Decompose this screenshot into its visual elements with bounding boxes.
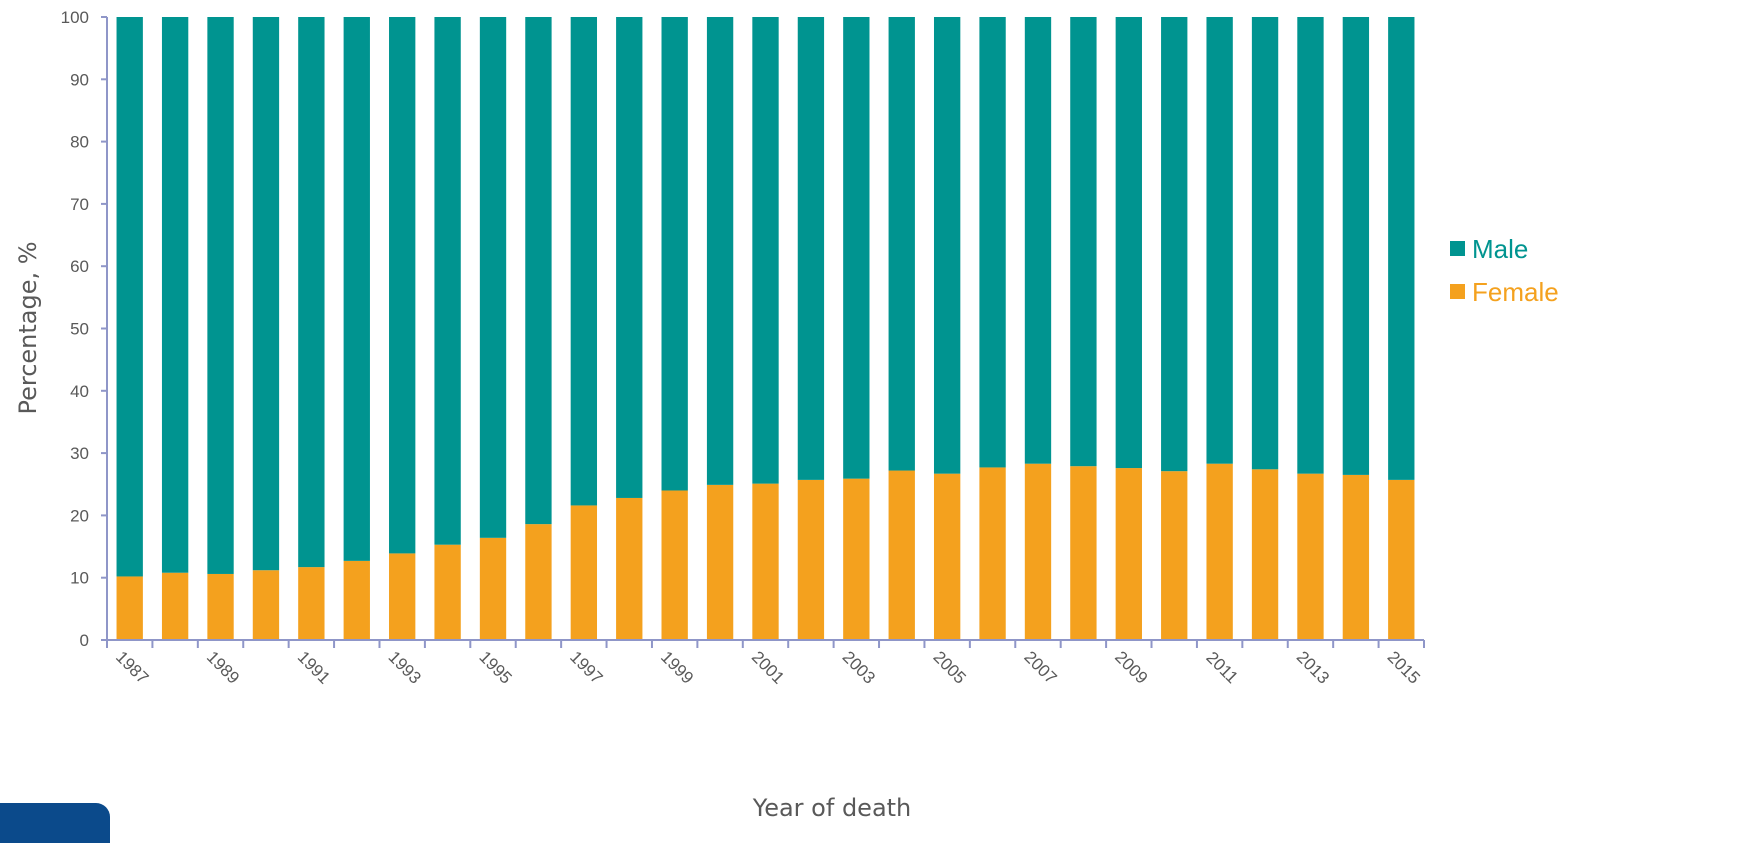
bar-female-1996 [525,524,552,640]
bar-female-2006 [979,467,1006,640]
bar-female-2014 [1342,474,1370,640]
bar-male-2015 [1388,17,1415,480]
bar-female-2008 [1070,466,1097,640]
bar-female-1992 [343,560,370,640]
y-tick-label: 10 [70,569,89,588]
bar-female-1998 [616,497,643,640]
y-axis-title: Percentage, % [14,241,42,414]
bar-female-2005 [933,473,961,640]
bar-female-1995 [479,537,507,640]
bar-female-1988 [161,572,189,640]
y-tick-label: 70 [70,195,89,214]
y-tick-label: 90 [70,70,89,89]
bar-male-1990 [252,17,280,571]
x-tick-label: 2003 [839,647,879,687]
bar-male-2006 [979,17,1006,468]
bar-male-1996 [525,17,552,525]
x-tick-label: 2009 [1111,647,1151,687]
bar-male-1989 [207,17,234,574]
bar-male-1995 [479,17,507,538]
bar-male-2005 [933,17,961,474]
y-tick-label: 40 [70,382,89,401]
legend-label-female: Female [1472,277,1559,307]
bar-male-2008 [1070,17,1097,467]
bar-male-2001 [752,17,779,484]
bar-male-1998 [616,17,643,498]
bars-group [116,17,1415,640]
bar-female-1991 [298,567,325,640]
y-tick-label: 50 [70,320,89,339]
bar-female-2000 [706,484,734,640]
x-tick-label: 1999 [657,647,697,687]
x-tick-label: 2011 [1202,648,1241,687]
bar-male-1999 [661,17,688,491]
y-tick-label: 0 [80,631,89,650]
x-tick-label: 1991 [294,647,334,687]
x-tick-label: 1997 [566,647,606,687]
bar-female-2015 [1388,479,1415,640]
bar-female-2007 [1024,463,1052,640]
x-tick-label: 1987 [112,647,152,687]
bar-male-1997 [570,17,598,506]
x-tick-label: 2015 [1384,647,1424,687]
bar-female-1987 [116,576,143,640]
bar-female-1994 [434,544,461,640]
bar-female-1989 [207,573,234,640]
bar-male-2003 [843,17,870,479]
bar-female-2013 [1297,473,1324,640]
bar-female-1999 [661,490,688,640]
legend-label-male: Male [1472,234,1528,264]
y-tick-label: 60 [70,257,89,276]
y-tick-label: 100 [61,8,89,27]
bar-female-2012 [1251,469,1279,640]
bar-female-2004 [888,470,915,640]
bar-male-2014 [1342,17,1370,475]
bar-male-1993 [389,17,416,554]
x-tick-label: 2001 [748,647,788,687]
x-tick-label: 1995 [475,647,515,687]
x-tick-label: 2005 [930,647,970,687]
bar-male-1994 [434,17,461,545]
bar-male-2012 [1251,17,1279,470]
bar-female-1990 [252,570,280,640]
bar-female-2003 [843,478,870,640]
x-tick-label: 1989 [203,647,243,687]
bar-female-2010 [1161,471,1188,640]
bar-male-2011 [1206,17,1233,464]
legend-swatch-female [1450,284,1465,299]
bar-male-2010 [1161,17,1188,472]
bar-male-2007 [1024,17,1052,464]
legend: Male Female [1450,234,1559,307]
bar-male-1992 [343,17,370,561]
y-tick-label: 30 [70,444,89,463]
bar-male-2002 [797,17,825,480]
x-axis-title: Year of death [752,794,912,822]
bar-male-2009 [1115,17,1142,469]
bar-female-1997 [570,505,598,640]
bar-male-2000 [706,17,734,485]
bar-male-1988 [161,17,189,573]
corner-tab-decoration [0,803,110,843]
y-tick-label: 80 [70,133,89,152]
bar-female-2001 [752,483,779,640]
x-tick-label: 2007 [1020,647,1060,687]
bar-male-2013 [1297,17,1324,474]
bar-male-1987 [116,17,143,577]
x-tick-label: 1993 [385,647,425,687]
legend-swatch-male [1450,241,1465,256]
bar-female-1993 [389,553,416,640]
y-tick-label: 20 [70,506,89,525]
x-axis: 1987 1989 1991 1993 1995 1997 1999 2001 2003 2005… [106,639,1425,688]
bar-male-2004 [888,17,915,471]
y-axis: 0 10 20 30 40 50 60 70 80 90 100 [61,8,108,650]
bar-female-2002 [797,479,825,640]
bar-female-2011 [1206,463,1233,640]
x-tick-label: 2013 [1293,647,1333,687]
bar-male-1991 [298,17,325,568]
bar-female-2009 [1115,468,1142,640]
